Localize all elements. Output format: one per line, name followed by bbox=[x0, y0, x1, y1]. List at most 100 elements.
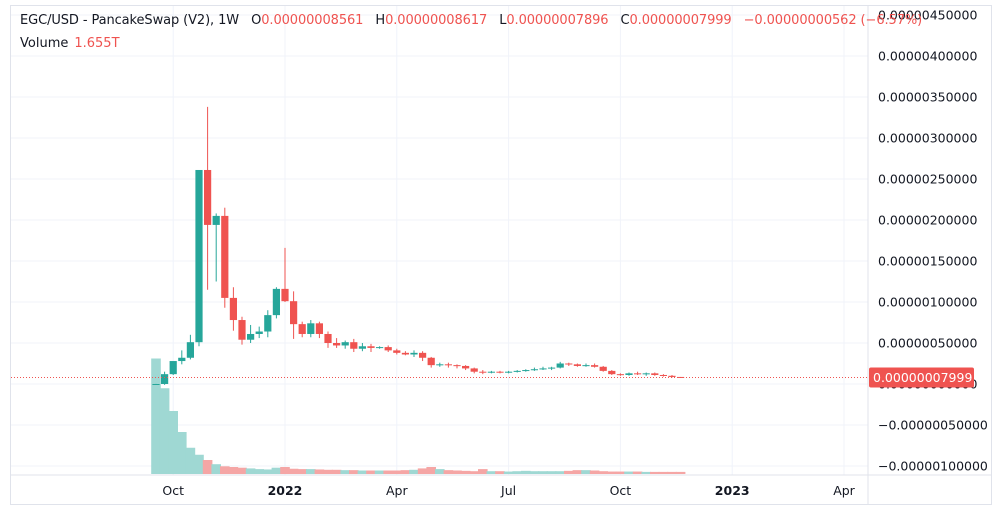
candle-body bbox=[608, 370, 616, 375]
volume-bar bbox=[159, 388, 170, 474]
volume-label[interactable]: Volume bbox=[20, 36, 69, 51]
volume-bar bbox=[151, 358, 161, 474]
candle-body bbox=[161, 374, 169, 384]
low-label: L bbox=[499, 13, 507, 28]
volume-bar bbox=[383, 470, 393, 474]
candle-body bbox=[333, 343, 341, 346]
volume-bar bbox=[245, 468, 256, 474]
volume-bar bbox=[521, 470, 531, 474]
volume-bar bbox=[194, 454, 204, 474]
price-tick-label: 0.00000200000 bbox=[878, 213, 977, 228]
candle-body bbox=[419, 352, 427, 358]
candle-body bbox=[376, 347, 384, 349]
candle-body bbox=[169, 361, 177, 375]
volume-bar bbox=[460, 470, 471, 474]
volume-bar bbox=[220, 466, 230, 474]
time-tick-label: 2023 bbox=[715, 483, 750, 498]
volume-bar bbox=[564, 470, 574, 474]
volume-bar bbox=[357, 470, 368, 474]
candle-body bbox=[522, 370, 530, 372]
volume-bar bbox=[486, 471, 497, 474]
candle-body bbox=[350, 342, 358, 349]
volume-bar bbox=[237, 467, 247, 474]
volume-bar bbox=[340, 470, 350, 474]
volume-bar bbox=[624, 471, 634, 474]
change-value: −0.00000000562 (−6.57%) bbox=[743, 13, 923, 28]
volume-bar bbox=[177, 432, 187, 474]
candle-body bbox=[247, 333, 255, 340]
candle-body bbox=[573, 364, 581, 366]
candle-body bbox=[195, 169, 203, 343]
volume-bar bbox=[478, 469, 488, 474]
candle-body bbox=[298, 324, 306, 334]
high-value: 0.00000008617 bbox=[385, 13, 488, 28]
candle-body bbox=[290, 301, 298, 325]
candle-body bbox=[238, 320, 246, 340]
candle-body bbox=[315, 323, 323, 334]
volume-bar bbox=[589, 470, 600, 474]
candle-body bbox=[410, 352, 418, 355]
price-tick-label: 0.00000450000 bbox=[878, 8, 977, 23]
volume-bar bbox=[211, 464, 221, 474]
candle-body bbox=[264, 315, 272, 332]
volume-bar bbox=[349, 470, 359, 474]
ohlc-legend: EGC/USD - PancakeSwap (V2), 1W O0.000000… bbox=[20, 13, 922, 28]
volume-bar bbox=[426, 467, 436, 474]
candle-body bbox=[436, 364, 444, 366]
candle-body bbox=[634, 373, 642, 375]
price-tick-label: 0.00000100000 bbox=[878, 295, 977, 310]
volume-bar bbox=[443, 470, 454, 474]
volume-bar bbox=[271, 467, 282, 474]
volume-legend: Volume 1.655T bbox=[20, 36, 120, 51]
symbol-label[interactable]: EGC/USD - PancakeSwap (V2), 1W bbox=[20, 13, 240, 28]
candle-body bbox=[556, 363, 564, 368]
volume-bar bbox=[469, 471, 479, 474]
open-label: O bbox=[251, 13, 262, 28]
volume-bar bbox=[667, 471, 677, 474]
volume-bar bbox=[641, 471, 651, 474]
price-tick-label: −0.00000100000 bbox=[878, 459, 988, 474]
candle-body bbox=[221, 215, 229, 298]
high-label: H bbox=[375, 13, 386, 28]
volume-bars bbox=[151, 358, 686, 474]
volume-bar bbox=[280, 467, 290, 474]
last-price-tag: 0.00000007999 bbox=[869, 367, 974, 388]
candle-body bbox=[178, 357, 186, 362]
candle-body bbox=[393, 350, 401, 353]
candle-body bbox=[565, 363, 573, 365]
open-value: 0.00000008561 bbox=[261, 13, 364, 28]
candle-body bbox=[453, 365, 461, 367]
candle-body bbox=[487, 371, 495, 373]
volume-bar bbox=[288, 468, 299, 474]
volume-bar bbox=[581, 470, 591, 474]
price-tick-label: −0.00000050000 bbox=[878, 418, 988, 433]
candle-body bbox=[358, 346, 366, 349]
price-tick-label: 0.00000400000 bbox=[878, 49, 977, 64]
volume-bar bbox=[417, 468, 428, 474]
candle-body bbox=[616, 374, 624, 376]
volume-bar bbox=[546, 471, 557, 474]
volume-bar bbox=[615, 471, 626, 474]
candle-body bbox=[444, 364, 452, 366]
volume-bar bbox=[228, 467, 239, 474]
volume-bar bbox=[650, 471, 660, 474]
candle-body bbox=[642, 373, 650, 375]
price-tick-label: 0.00000050000 bbox=[878, 336, 977, 351]
candle-body bbox=[462, 365, 470, 369]
candle-body bbox=[367, 346, 375, 348]
volume-bar bbox=[323, 469, 333, 474]
volume-bar bbox=[400, 470, 411, 474]
candle-body bbox=[384, 347, 392, 351]
price-axis: 0.00000450000 0.00000400000 0.00000350000 0… bbox=[878, 8, 988, 474]
volume-bar bbox=[409, 469, 419, 474]
candle-body bbox=[479, 371, 487, 373]
candle-body bbox=[539, 368, 547, 370]
candle-body bbox=[307, 323, 315, 334]
volume-bar bbox=[263, 469, 273, 474]
candle-body bbox=[651, 373, 659, 375]
price-tick-label: 0.00000300000 bbox=[878, 131, 977, 146]
price-tick-label: 0.00000250000 bbox=[878, 172, 977, 187]
time-tick-label: 2022 bbox=[268, 483, 303, 498]
last-price-tag-bg bbox=[869, 367, 974, 388]
